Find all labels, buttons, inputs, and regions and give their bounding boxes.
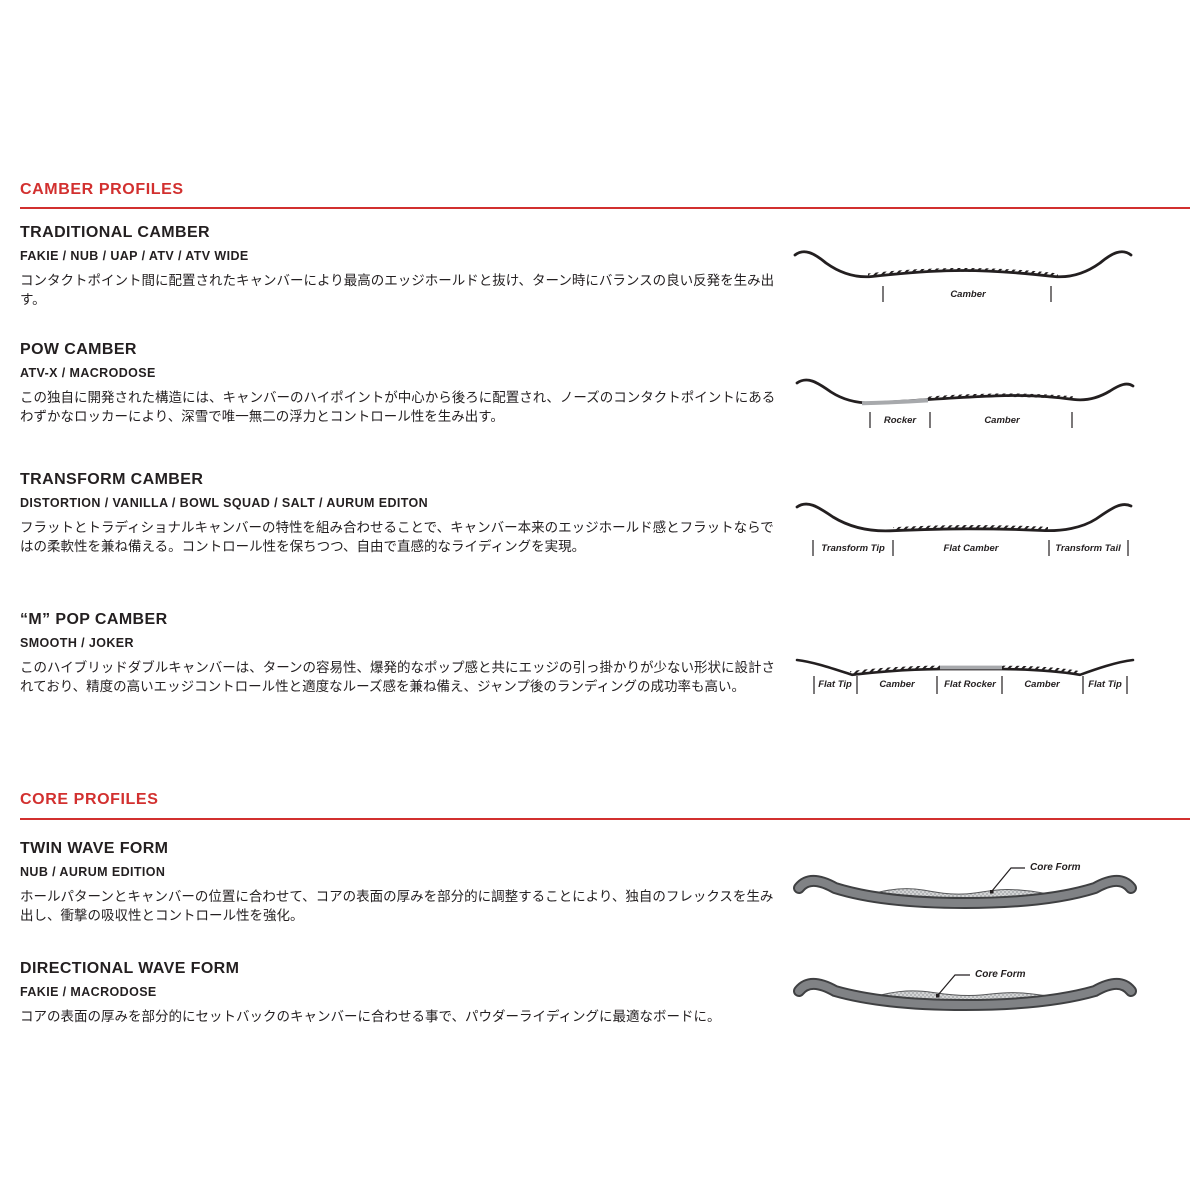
profile-models: ATV-X / MACRODOSE — [20, 366, 156, 380]
diagram-label-flat-tip-2: Flat Tip — [1088, 679, 1122, 690]
diagram-transform-camber: Transform Tip Flat Camber Transform Tail — [790, 494, 1140, 574]
diagram-label-camber: Camber — [984, 415, 1020, 426]
diagram-label-transform-tail: Transform Tail — [1055, 543, 1121, 554]
profile-m-pop-camber: “M” POP CAMBER SMOOTH / JOKER このハイブリッドダブ… — [20, 611, 780, 697]
diagram-label-rocker: Rocker — [883, 415, 917, 426]
profile-twin-wave-form: TWIN WAVE FORM NUB / AURUM EDITION ホールパタ… — [20, 840, 780, 926]
diagram-label-flat-tip: Flat Tip — [818, 679, 852, 690]
diagram-twin-wave-form: Core Form — [785, 848, 1145, 928]
diagram-label-camber-2: Camber — [1024, 679, 1060, 690]
profile-name: TRANSFORM CAMBER — [20, 471, 204, 488]
section-divider-rule — [20, 818, 1190, 820]
diagram-m-pop-camber: Flat Tip Camber Flat Rocker Camber Flat … — [790, 638, 1140, 718]
profile-name: POW CAMBER — [20, 341, 137, 358]
diagram-label-core-form: Core Form — [1030, 862, 1081, 873]
profile-description: このハイブリッドダブルキャンバーは、ターンの容易性、爆発的なポップ感と共にエッジ… — [20, 660, 776, 694]
diagram-label-camber: Camber — [950, 289, 986, 300]
profile-name: “M” POP CAMBER — [20, 611, 168, 628]
profile-description: この独自に開発された構造には、キャンバーのハイポイントが中心から後ろに配置され、… — [20, 390, 776, 424]
directional-wave-core-graphic — [793, 974, 1137, 1012]
diagram-label-flat-camber: Flat Camber — [943, 543, 999, 554]
diagram-pow-camber: Rocker Camber — [790, 366, 1140, 446]
profile-models: DISTORTION / VANILLA / BOWL SQUAD / SALT… — [20, 496, 429, 510]
profile-directional-wave-form: DIRECTIONAL WAVE FORM FAKIE / MACRODOSE … — [20, 960, 780, 1027]
profile-name: TWIN WAVE FORM — [20, 840, 169, 857]
profile-models: FAKIE / NUB / UAP / ATV / ATV WIDE — [20, 249, 249, 263]
profile-pow-camber: POW CAMBER ATV-X / MACRODOSE この独自に開発された構… — [20, 341, 780, 427]
diagram-label-camber: Camber — [879, 679, 915, 690]
profile-transform-camber: TRANSFORM CAMBER DISTORTION / VANILLA / … — [20, 471, 780, 557]
profile-models: NUB / AURUM EDITION — [20, 865, 166, 879]
profile-name: TRADITIONAL CAMBER — [20, 224, 211, 241]
section-divider-rule — [20, 207, 1190, 209]
profile-description: コアの表面の厚みを部分的にセットバックのキャンバーに合わせる事で、パウダーライデ… — [20, 1009, 721, 1024]
profile-traditional-camber: TRADITIONAL CAMBER FAKIE / NUB / UAP / A… — [20, 224, 780, 310]
diagram-label-core-form: Core Form — [975, 969, 1026, 980]
diagram-directional-wave-form: Core Form — [785, 945, 1145, 1025]
profile-models: FAKIE / MACRODOSE — [20, 985, 157, 999]
m-pop-camber-board-graphic — [795, 658, 1135, 694]
section-title-core-profiles: CORE PROFILES — [20, 791, 159, 808]
diagram-label-flat-rocker: Flat Rocker — [944, 679, 996, 690]
traditional-camber-board-graphic — [793, 250, 1133, 302]
diagram-label-transform-tip: Transform Tip — [821, 543, 885, 554]
transform-camber-board-graphic — [795, 502, 1133, 556]
profile-description: フラットとトラディショナルキャンバーの特性を組み合わせることで、キャンバー本来の… — [20, 520, 774, 554]
profile-description: ホールパターンとキャンバーの位置に合わせて、コアの表面の厚みを部分的に調整するこ… — [20, 889, 774, 923]
profile-models: SMOOTH / JOKER — [20, 636, 134, 650]
pow-camber-board-graphic — [795, 378, 1135, 428]
twin-wave-core-graphic — [793, 867, 1137, 910]
profile-name: DIRECTIONAL WAVE FORM — [20, 960, 240, 977]
diagram-traditional-camber: Camber — [788, 240, 1138, 320]
profile-description: コンタクトポイント間に配置されたキャンバーにより最高のエッジホールドと抜け、ター… — [20, 273, 775, 307]
section-title-camber-profiles: CAMBER PROFILES — [20, 181, 184, 198]
